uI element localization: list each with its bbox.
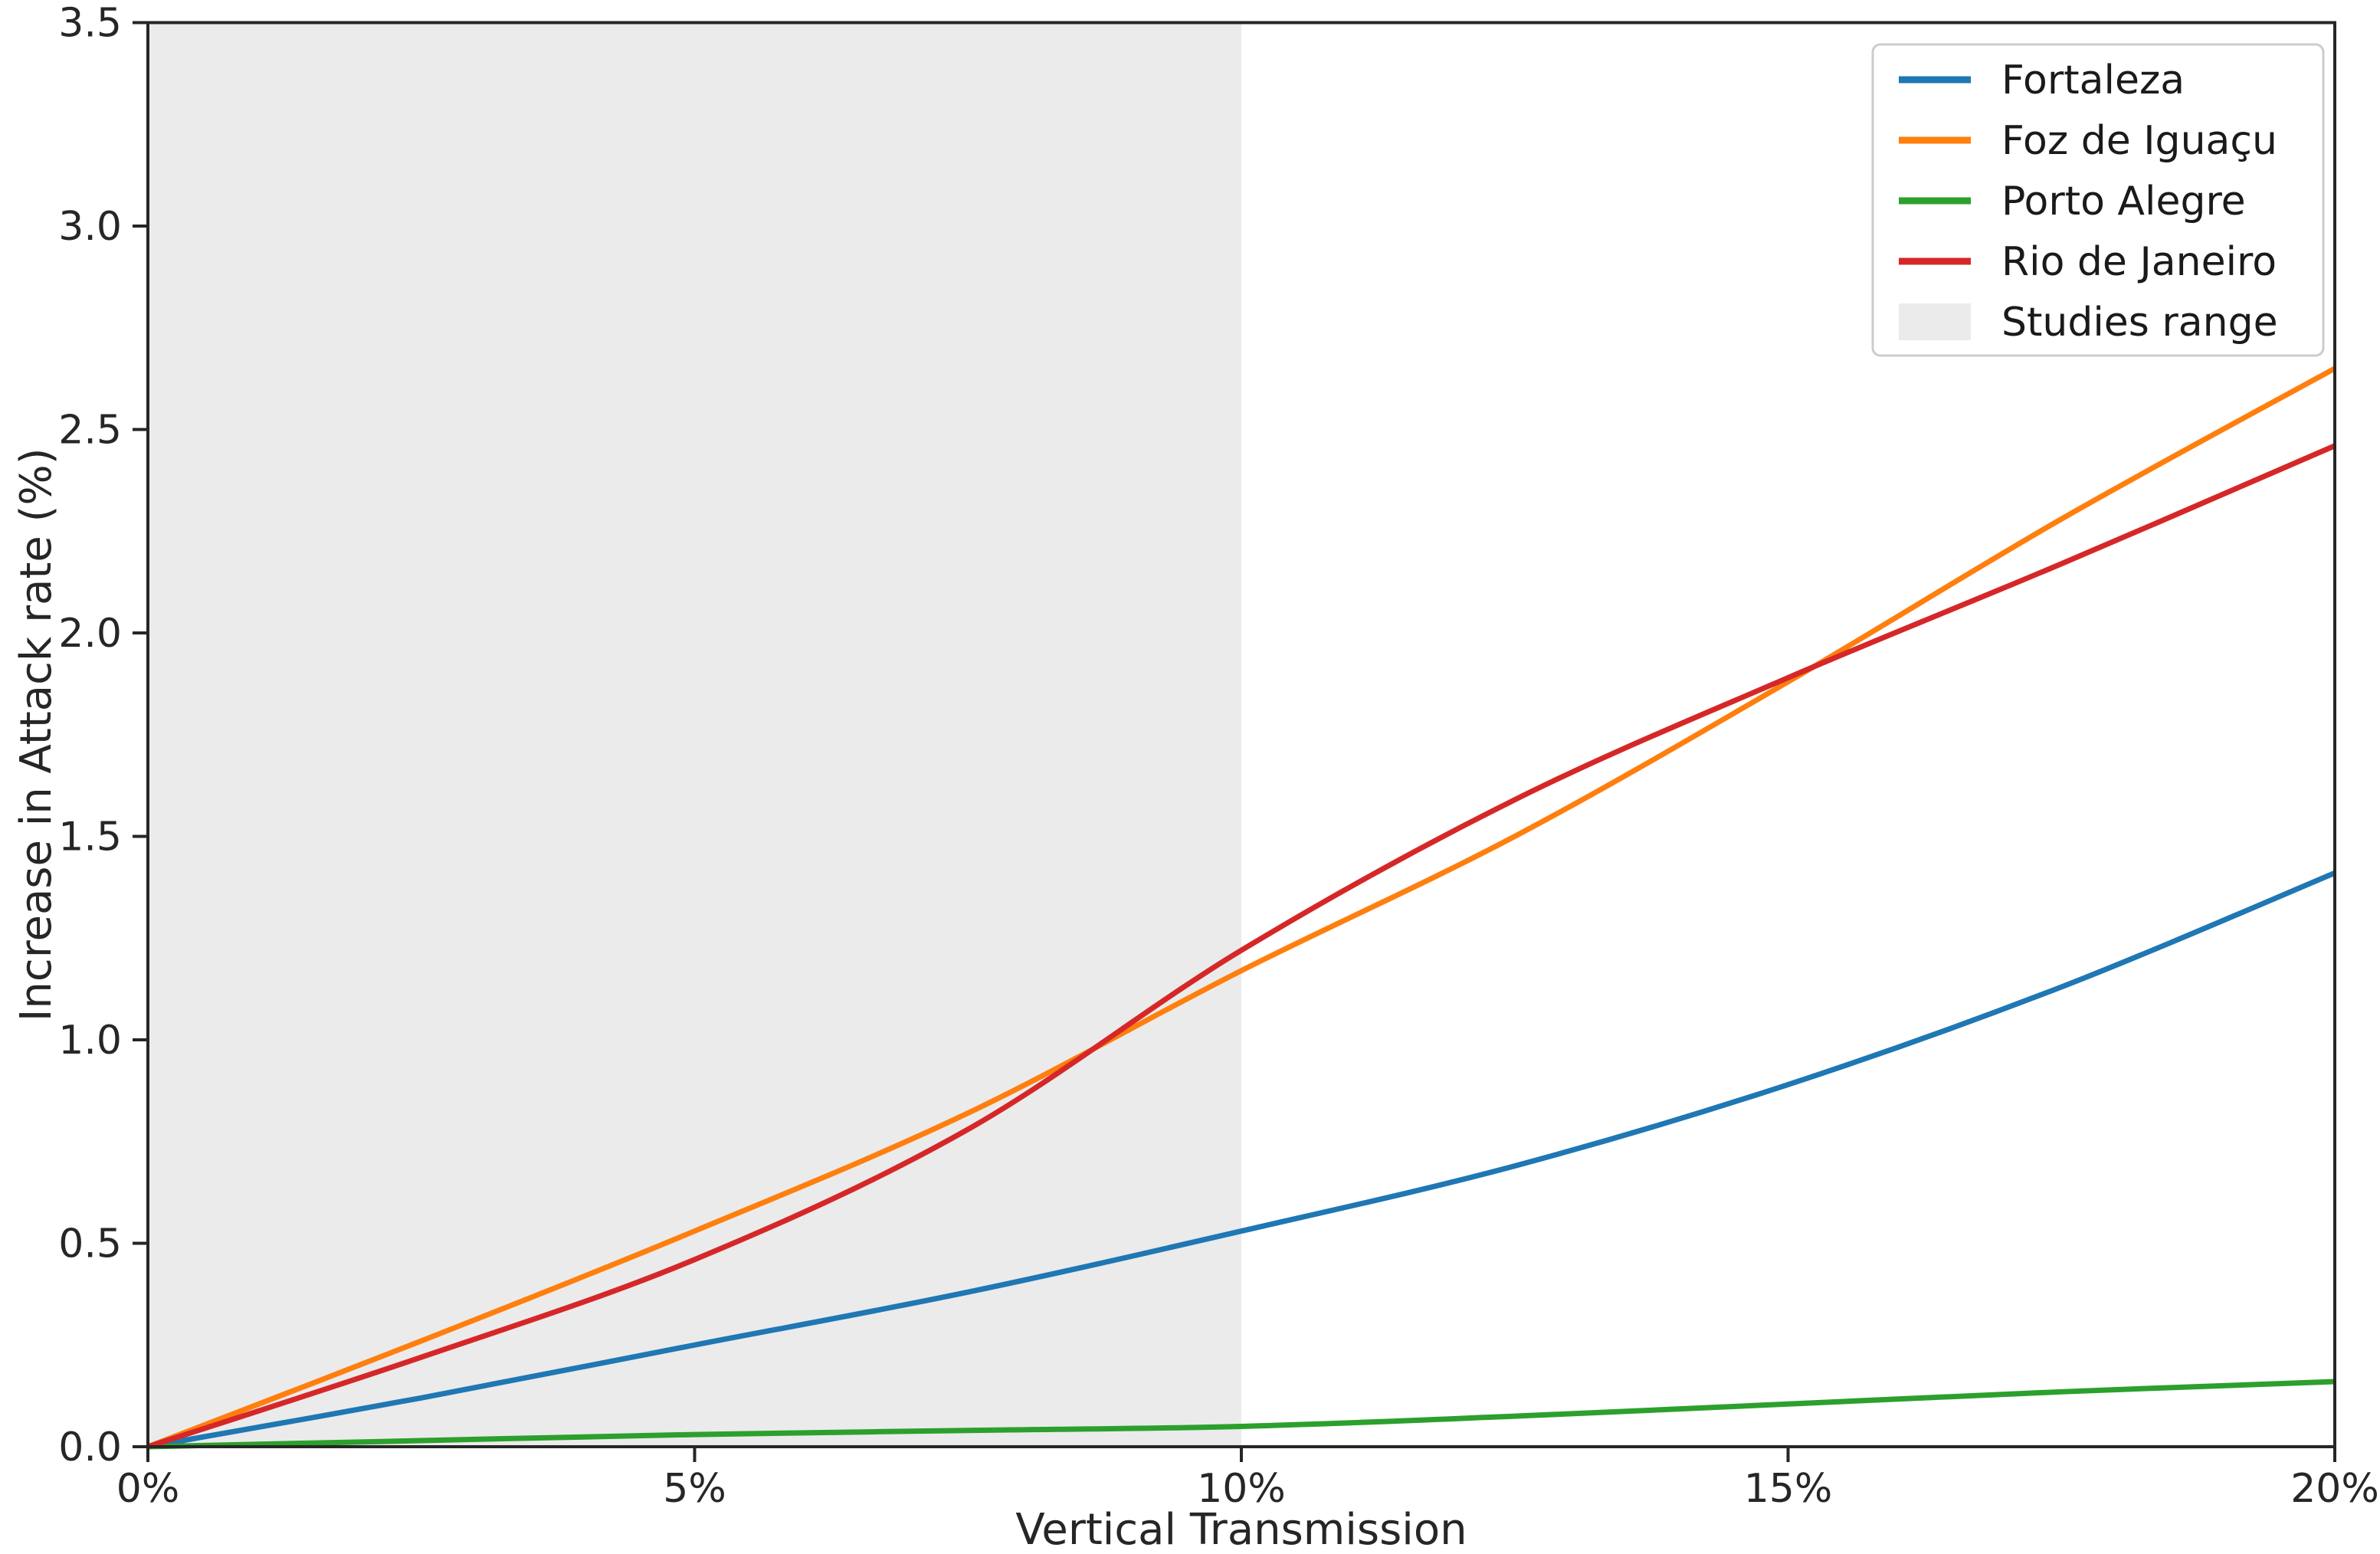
legend-entry-label: Studies range (2001, 300, 2278, 346)
y-axis-title: Increase in Attack rate (%) (11, 448, 61, 1021)
legend-entry-fortaleza: Fortaleza (1899, 57, 2185, 103)
legend-entry-label: Fortaleza (2001, 57, 2185, 103)
x-tick-label: 10% (1197, 1466, 1286, 1512)
y-tick-label: 1.0 (58, 1018, 122, 1064)
x-axis: 0% 5% 10% 15% 20% (116, 1447, 2379, 1512)
x-tick-label: 20% (2290, 1466, 2379, 1512)
x-axis-title: Vertical Transmission (1015, 1505, 1467, 1554)
y-tick-label: 1.5 (58, 815, 122, 861)
y-tick-label: 2.5 (58, 408, 122, 454)
line-foz-de-iguacu (146, 366, 2336, 1450)
legend-entry-rio-de-janeiro: Rio de Janeiro (1899, 239, 2277, 285)
y-axis: 0.0 0.5 1.0 1.5 2.0 2.5 3.0 3.5 (58, 1, 148, 1470)
legend-entry-porto-alegre: Porto Alegre (1899, 179, 2246, 225)
x-tick-label: 15% (1744, 1466, 1833, 1512)
x-tick-label: 0% (116, 1466, 180, 1512)
studies-range-region (148, 22, 1241, 1447)
legend-entry-label: Foz de Iguaçu (2001, 118, 2277, 164)
legend-entry-foz-de-iguacu: Foz de Iguaçu (1899, 118, 2277, 164)
y-tick-label: 2.0 (58, 611, 122, 657)
legend-entry-label: Rio de Janeiro (2001, 239, 2277, 285)
legend-entry-label: Porto Alegre (2001, 179, 2246, 225)
line-rio-de-janeiro (146, 443, 2336, 1450)
legend: Fortaleza Foz de Iguaçu Porto Alegre Rio de… (1871, 43, 2325, 357)
y-tick-label: 0.5 (58, 1221, 122, 1267)
line-fortaleza (147, 870, 2336, 1450)
line-porto-alegre (147, 1379, 2336, 1450)
series-lines (146, 366, 2336, 1450)
legend-patch-swatch (1899, 303, 1971, 340)
x-tick-label: 5% (663, 1466, 726, 1512)
y-tick-label: 0.0 (58, 1424, 122, 1470)
legend-entry-studies-range: Studies range (1899, 300, 2278, 346)
y-tick-label: 3.5 (58, 1, 122, 47)
y-tick-label: 3.0 (58, 204, 122, 250)
legend-box (1871, 43, 2325, 357)
